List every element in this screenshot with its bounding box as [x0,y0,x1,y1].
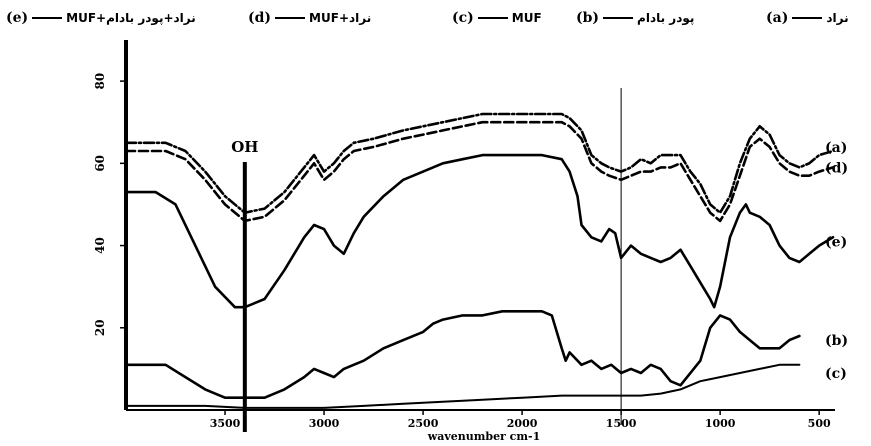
legend-code: (e) [6,10,29,26]
chart-legend: (e) نراد+پودر بادام+MUF (d) نراد+MUF (c)… [6,4,866,34]
series-line-c [125,363,801,409]
legend-code: (a) [766,10,789,26]
legend-swatch [32,17,63,19]
annotations: OH [231,88,622,432]
series-label: (c) [825,366,847,382]
series-label: (a) [825,140,847,156]
x-axis-label: wavenumber cm-1 [427,430,541,443]
series-label: (b) [825,333,848,349]
y-tick-label: 60 [93,155,107,172]
y-tick-label: 40 [93,237,107,254]
series-line-a [124,112,835,214]
legend-code: (b) [576,10,600,26]
x-tick-label: 3500 [210,417,241,430]
series-line-b [124,310,801,399]
legend-item-a: (a) نراد [766,10,849,26]
y-tick-label: 20 [93,319,107,336]
series-line-e [124,153,835,309]
x-tick-label: 2500 [408,417,439,430]
x-tick-label: 500 [808,417,831,430]
legend-item-b: (b) پودر بادام [576,10,694,26]
series-label: (e) [825,234,847,250]
y-tick-label: 80 [93,73,107,90]
legend-swatch [792,17,823,19]
legend-label: پودر بادام [637,11,695,25]
oh-label: OH [231,138,258,156]
x-tick-label: 1000 [705,417,736,430]
legend-item-c: (c) MUF [452,10,542,26]
legend-item-e: (e) نراد+پودر بادام+MUF [6,10,196,26]
plot-area: (a) (d) (e) (b) (c) [124,112,848,409]
legend-label: نراد+MUF [309,11,372,25]
legend-swatch [275,17,306,19]
legend-swatch [477,17,508,19]
series-label: (d) [825,160,848,176]
legend-label: MUF [511,11,542,25]
x-tick-label: 3000 [309,417,340,430]
legend-label: نراد [826,11,849,25]
legend-code: (d) [248,10,272,26]
legend-code: (c) [452,10,474,26]
legend-item-d: (d) نراد+MUF [248,10,371,26]
legend-swatch [603,17,634,19]
legend-label: نراد+پودر بادام+MUF [66,11,196,25]
x-tick-label: 2000 [507,417,538,430]
series-line-d [124,120,835,223]
